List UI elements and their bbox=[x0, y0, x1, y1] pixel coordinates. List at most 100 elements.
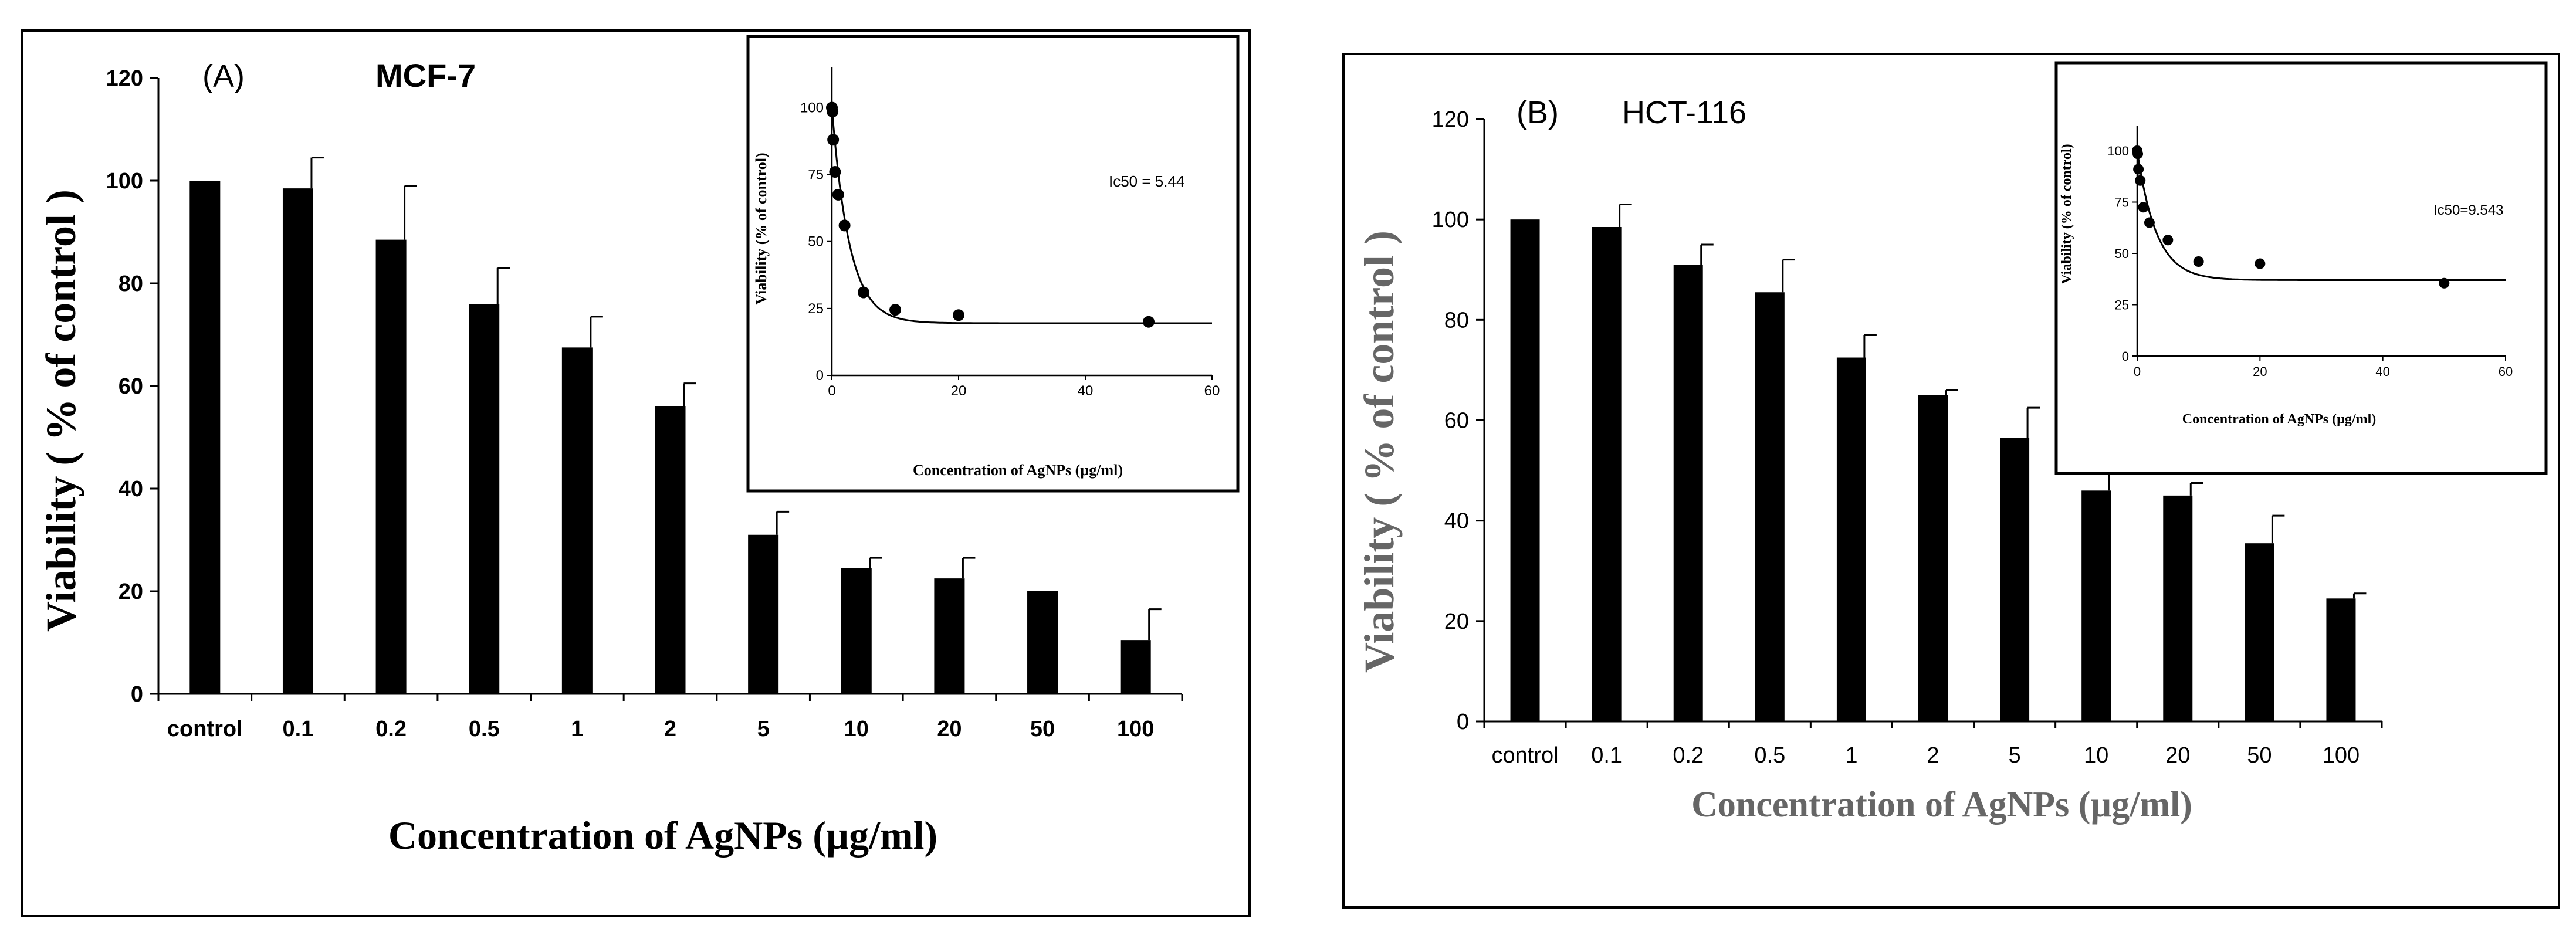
inset-data-point bbox=[832, 188, 844, 201]
panel-b-y-axis-title: Viability ( % of control ) bbox=[1356, 231, 1403, 673]
inset-data-point bbox=[1143, 316, 1155, 328]
inset-data-point bbox=[2162, 235, 2174, 246]
bar bbox=[748, 534, 779, 694]
inset-data-point bbox=[838, 219, 851, 232]
inset-x-tick-label: 0 bbox=[2134, 364, 2141, 379]
inset-y-tick-label: 50 bbox=[2115, 246, 2129, 261]
inset-x-tick-label: 20 bbox=[951, 383, 967, 399]
panel-a-x-axis-title: Concentration of AgNPs (µg/ml) bbox=[388, 813, 937, 858]
inset-x-tick-label: 0 bbox=[828, 383, 835, 399]
x-category-label: 0.2 bbox=[375, 717, 407, 741]
x-category-label: 5 bbox=[757, 717, 770, 741]
inset-data-point bbox=[858, 286, 869, 299]
x-category-label: 0.1 bbox=[1591, 743, 1622, 768]
inset-data-point bbox=[829, 166, 841, 178]
inset-data-point bbox=[2138, 202, 2149, 213]
y-tick-label: 100 bbox=[1432, 208, 1469, 232]
panel-a-inset-ic50-annotation: Ic50 = 5.44 bbox=[1109, 172, 1184, 190]
panel-b: (B) HCT-116 Viability ( % of control ) C… bbox=[1342, 53, 2560, 909]
x-category-label: 2 bbox=[1927, 743, 1939, 768]
inset-y-tick-label: 25 bbox=[2115, 298, 2129, 313]
bar bbox=[189, 181, 221, 694]
x-category-label: 50 bbox=[2247, 743, 2272, 768]
panel-b-title: HCT-116 bbox=[1622, 95, 1746, 130]
bar bbox=[2326, 598, 2356, 721]
x-category-label: 100 bbox=[1117, 717, 1154, 741]
x-category-label: 20 bbox=[937, 717, 962, 741]
bar bbox=[2245, 543, 2274, 721]
inset-y-tick-label: 50 bbox=[808, 234, 824, 250]
x-category-label: 0.2 bbox=[1673, 743, 1704, 768]
x-category-label: 1 bbox=[571, 717, 583, 741]
bar bbox=[1918, 395, 1948, 721]
inset-x-tick-label: 40 bbox=[1078, 383, 1094, 399]
inset-data-point bbox=[2144, 217, 2155, 228]
y-tick-label: 40 bbox=[1444, 509, 1469, 534]
x-category-label: 2 bbox=[664, 717, 676, 741]
bar bbox=[1592, 227, 1622, 722]
inset-y-tick-label: 25 bbox=[808, 301, 824, 317]
y-tick-label: 20 bbox=[119, 580, 143, 604]
panel-b-inset: Viability (% of control) Concentration o… bbox=[2054, 61, 2548, 475]
panel-a-inset-scatter: 0 25 50 75 100 0 20 40 60 bbox=[800, 67, 1220, 399]
inset-y-tick-label: 100 bbox=[800, 100, 824, 116]
inset-data-point bbox=[2193, 256, 2204, 267]
bar bbox=[1120, 640, 1151, 694]
panel-a-inset-x-axis-title: Concentration of AgNPs (µg/ml) bbox=[913, 462, 1123, 479]
panel-a-inset-y-axis-title: Viability (% of control) bbox=[753, 153, 770, 304]
bar bbox=[2163, 495, 2193, 721]
bar bbox=[934, 578, 965, 694]
inset-data-point bbox=[889, 304, 901, 316]
inset-y-tick-label: 100 bbox=[2107, 144, 2129, 158]
y-tick-label: 80 bbox=[119, 272, 143, 296]
bar bbox=[561, 347, 593, 694]
bar bbox=[2000, 438, 2030, 721]
panel-b-label: (B) bbox=[1517, 95, 1559, 130]
bar bbox=[1027, 591, 1058, 694]
x-category-label: 50 bbox=[1030, 717, 1055, 741]
bar bbox=[841, 568, 872, 694]
inset-x-tick-label: 40 bbox=[2375, 364, 2389, 379]
inset-data-point bbox=[2132, 148, 2144, 160]
y-tick-label: 60 bbox=[119, 374, 143, 399]
inset-data-point bbox=[827, 106, 839, 118]
x-category-label: 100 bbox=[2323, 743, 2360, 768]
panel-a-inset: Viability (% of control) Concentration o… bbox=[746, 35, 1240, 493]
inset-x-tick-label: 20 bbox=[2253, 364, 2267, 379]
bar bbox=[469, 304, 500, 694]
y-tick-label: 120 bbox=[1432, 107, 1469, 132]
panel-b-frame bbox=[1342, 53, 2560, 909]
y-tick-label: 40 bbox=[119, 477, 143, 502]
bar bbox=[1673, 265, 1703, 722]
y-tick-label: 20 bbox=[1444, 609, 1469, 634]
x-category-label: 0.5 bbox=[1754, 743, 1785, 768]
inset-data-point bbox=[2133, 164, 2144, 175]
x-category-label: 5 bbox=[2009, 743, 2021, 768]
panel-b-inset-y-axis-title: Viability (% of control) bbox=[2059, 144, 2074, 284]
panel-a: (A) MCF-7 Viability ( % of control ) Con… bbox=[21, 29, 1251, 917]
y-tick-label: 120 bbox=[106, 66, 143, 91]
inset-data-point bbox=[2135, 175, 2146, 186]
inset-data-point bbox=[953, 309, 964, 321]
y-tick-label: 0 bbox=[131, 682, 143, 707]
y-tick-label: 0 bbox=[1457, 710, 1469, 734]
inset-y-tick-label: 75 bbox=[808, 167, 824, 183]
panel-a-frame bbox=[21, 29, 1251, 917]
bar bbox=[655, 406, 686, 694]
bar bbox=[375, 239, 407, 694]
inset-y-tick-label: 75 bbox=[2115, 195, 2129, 210]
x-category-label: 10 bbox=[844, 717, 869, 741]
panel-b-inset-scatter: 0 25 50 75 100 0 20 40 60 bbox=[2107, 126, 2513, 379]
bar bbox=[282, 188, 313, 694]
inset-y-tick-label: 0 bbox=[816, 368, 824, 384]
panel-a-label: (A) bbox=[202, 59, 245, 94]
panel-b-inset-x-axis-title: Concentration of AgNPs (µg/ml) bbox=[2182, 412, 2376, 427]
inset-x-tick-label: 60 bbox=[1204, 383, 1220, 399]
inset-data-point bbox=[827, 134, 840, 146]
inset-y-tick-label: 0 bbox=[2122, 349, 2129, 364]
inset-data-point bbox=[2439, 277, 2450, 289]
x-category-label: control bbox=[1492, 743, 1559, 768]
